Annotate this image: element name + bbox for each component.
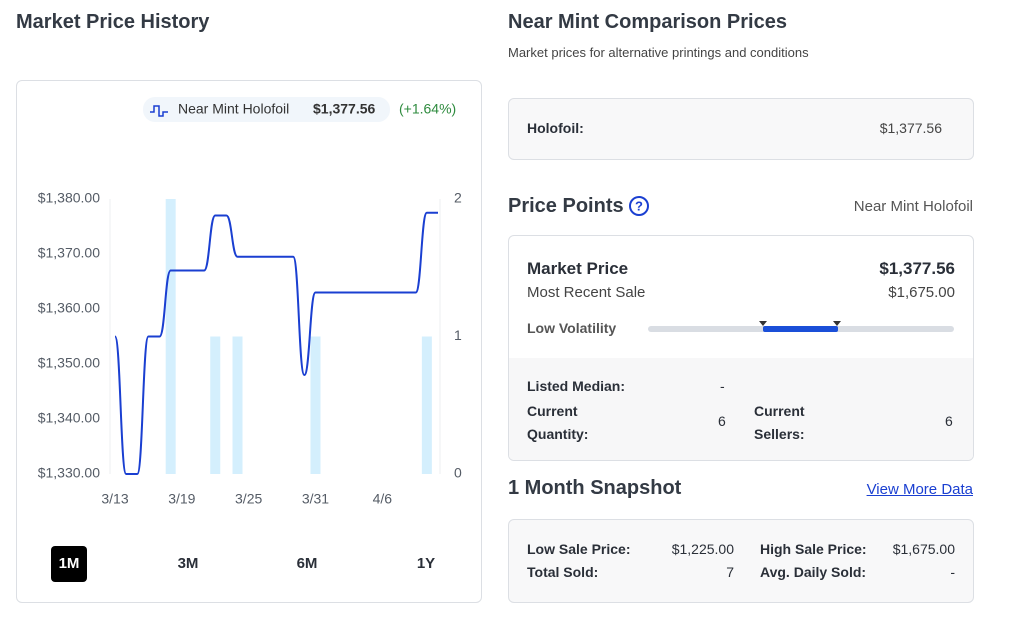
y-tick-label: $1,360.00 <box>38 300 100 316</box>
listed-median: - <box>720 378 725 394</box>
quantity-label: Current Quantity: <box>527 403 589 442</box>
range-button[interactable]: 3M <box>177 555 199 572</box>
volatility-label: Low Volatility <box>527 320 617 336</box>
volume-bar <box>310 336 321 474</box>
volatility-meter <box>648 321 954 332</box>
x-tick-label: 4/6 <box>373 491 393 507</box>
legend-change: (+1.64%) <box>399 101 456 117</box>
sellers-label: Current Sellers: <box>754 403 805 442</box>
comparison-card: Holofoil: $1,377.56 <box>508 98 974 160</box>
y2-tick-label: 2 <box>454 190 462 206</box>
snapshot-title: 1 Month Snapshot <box>508 477 682 499</box>
range-button[interactable]: 1M <box>51 546 87 582</box>
volume-bar <box>421 336 432 474</box>
price-points-card: Market Price $1,377.56 Most Recent Sale … <box>508 235 974 461</box>
legend-price: $1,377.56 <box>313 101 375 117</box>
range-button[interactable]: 1Y <box>416 555 436 572</box>
x-tick-label: 3/19 <box>168 491 195 507</box>
chart-card <box>16 80 482 603</box>
sellers: 6 <box>945 413 953 429</box>
avg-daily-label: Avg. Daily Sold: <box>760 564 867 580</box>
volume-bar <box>210 336 221 474</box>
x-tick-label: 3/25 <box>235 491 262 507</box>
high-sale: $1,675.00 <box>892 541 955 557</box>
row-price: $1,377.56 <box>879 120 942 136</box>
legend-name: Near Mint Holofoil <box>178 101 289 117</box>
snapshot-card: Low Sale Price: $1,225.00 High Sale Pric… <box>508 519 974 603</box>
price-points-title: Price Points <box>508 195 624 217</box>
svg-text:?: ? <box>635 198 643 213</box>
y2-tick-label: 1 <box>454 327 462 343</box>
recent-sale: $1,675.00 <box>888 284 955 301</box>
volume-bar <box>232 336 243 474</box>
legend-pill <box>143 97 390 122</box>
chart: Near Mint Holofoil $1,377.56 (+1.64%) $1… <box>38 97 462 507</box>
avg-daily: - <box>950 564 955 580</box>
total-sold-label: Total Sold: <box>527 564 599 580</box>
x-tick-label: 3/31 <box>302 491 329 507</box>
price-line <box>114 211 439 475</box>
listed-median-label: Listed Median: <box>527 378 626 394</box>
y-tick-label: $1,380.00 <box>38 190 100 206</box>
row-label: Holofoil: <box>527 120 584 136</box>
condition: Near Mint Holofoil <box>853 198 973 215</box>
market-price-label: Market Price <box>527 259 629 278</box>
chart-title: Market Price History <box>16 11 210 33</box>
volume-bar <box>165 199 176 474</box>
y-tick-label: $1,350.00 <box>38 355 100 371</box>
high-sale-label: High Sale Price: <box>760 541 867 557</box>
market-price: $1,377.56 <box>879 259 955 278</box>
help-icon[interactable]: ? <box>628 195 652 217</box>
y2-tick-label: 0 <box>454 465 462 481</box>
range-button[interactable]: 6M <box>296 555 318 572</box>
y-tick-label: $1,370.00 <box>38 245 100 261</box>
total-sold: 7 <box>726 564 734 580</box>
x-tick-label: 3/13 <box>101 491 128 507</box>
view-more-link[interactable]: View More Data <box>866 481 973 498</box>
y-tick-label: $1,330.00 <box>38 465 100 481</box>
low-sale-label: Low Sale Price: <box>527 541 631 557</box>
comparison-subtitle: Market prices for alternative printings … <box>508 45 809 60</box>
quantity: 6 <box>718 413 726 429</box>
y-tick-label: $1,340.00 <box>38 410 100 426</box>
comparison-title: Near Mint Comparison Prices <box>508 11 787 33</box>
legend-icon <box>150 105 168 117</box>
stats-panel: Listed Median: - Current Quantity: 6 Cur… <box>509 358 973 460</box>
recent-sale-label: Most Recent Sale <box>527 284 646 301</box>
low-sale: $1,225.00 <box>671 541 734 557</box>
